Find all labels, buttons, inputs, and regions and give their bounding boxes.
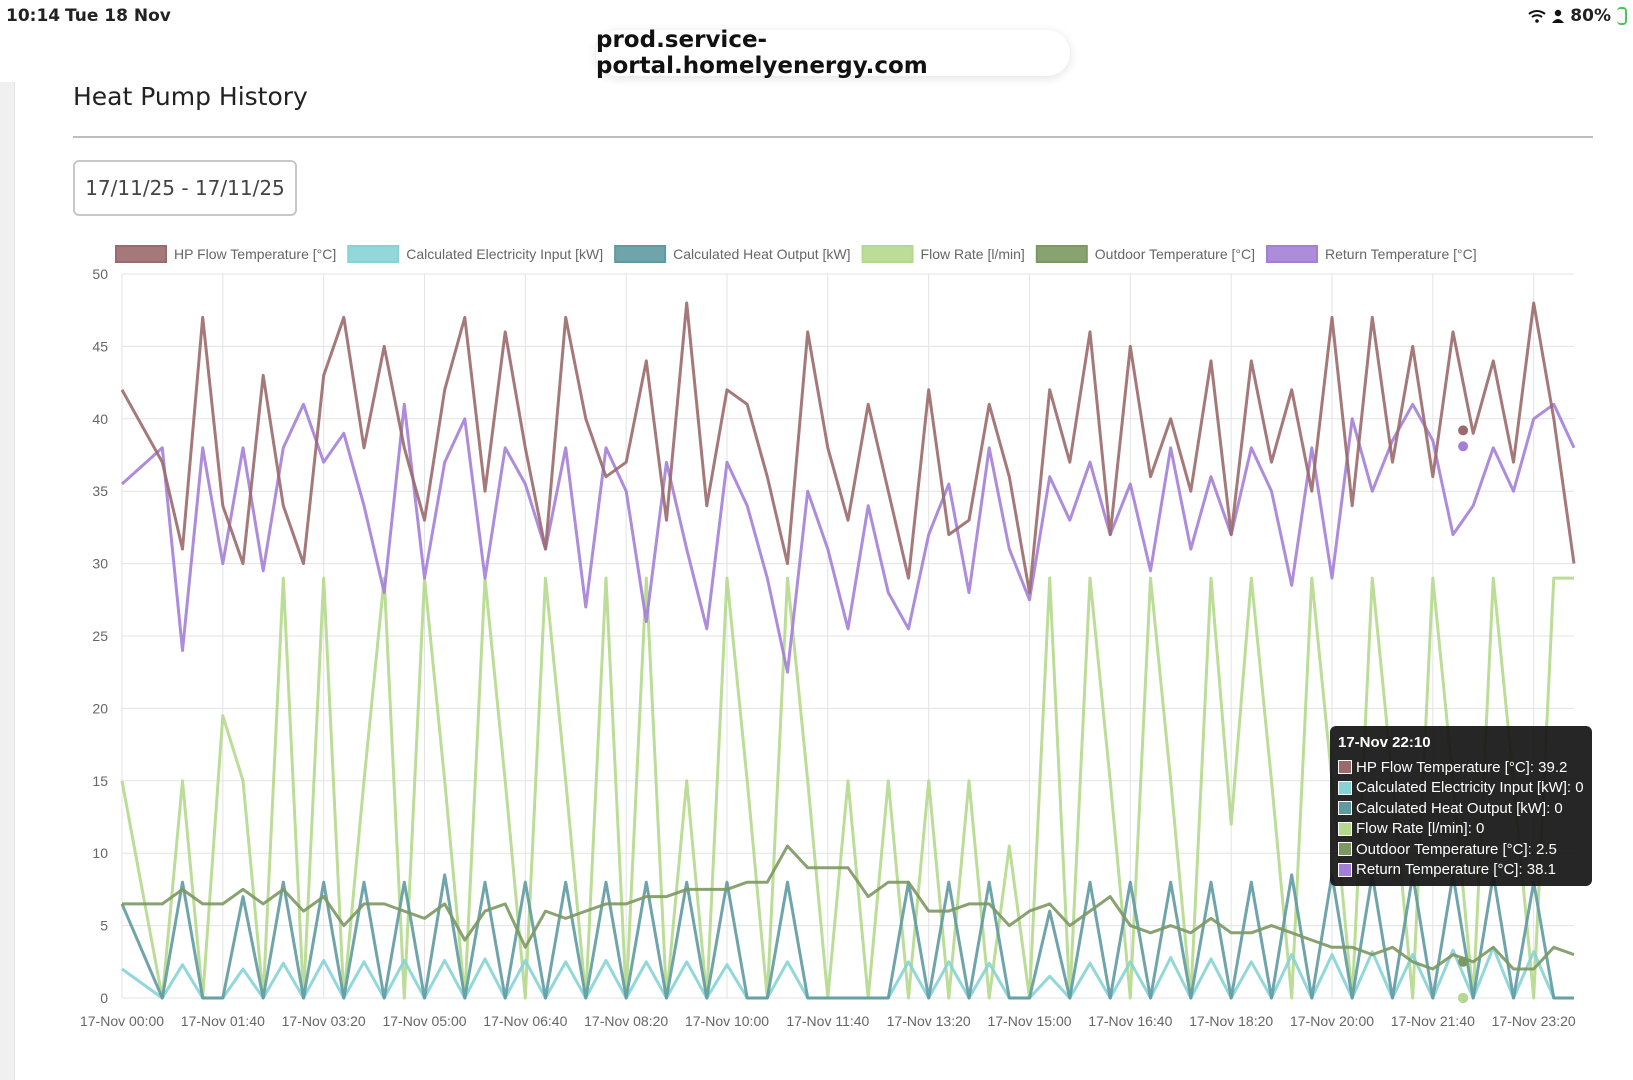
battery-icon [1617, 7, 1627, 25]
tooltip-row: Flow Rate [l/min]: 0 [1338, 819, 1584, 840]
y-tick-label: 0 [100, 990, 108, 1006]
tooltip-row: Outdoor Temperature [°C]: 2.5 [1338, 839, 1584, 860]
legend-swatch [1035, 245, 1088, 263]
hover-point [1458, 993, 1469, 1003]
status-right: 80% [1528, 6, 1627, 26]
url-text: prod.service-portal.homelyenergy.com [596, 27, 928, 79]
page-title: Heat Pump History [73, 82, 308, 111]
series-line [122, 844, 1575, 971]
tooltip-text: Calculated Heat Output [kW]: 0 [1356, 799, 1563, 817]
chart-tooltip: 17-Nov 22:10 HP Flow Temperature [°C]: 3… [1330, 726, 1592, 886]
hover-point [1458, 441, 1469, 452]
y-tick-label: 40 [92, 411, 108, 427]
x-tick-label: 17-Nov 21:40 [1391, 1013, 1475, 1029]
tooltip-row: Calculated Heat Output [kW]: 0 [1338, 798, 1584, 819]
x-tick-label: 17-Nov 10:00 [685, 1013, 769, 1029]
tooltip-text: HP Flow Temperature [°C]: 39.2 [1356, 758, 1568, 776]
y-tick-label: 45 [92, 338, 108, 354]
y-tick-label: 25 [92, 628, 108, 644]
sidebar-edge [0, 82, 15, 1080]
tooltip-text: Return Temperature [°C]: 38.1 [1356, 861, 1556, 879]
tooltip-swatch [1338, 801, 1352, 816]
title-divider [73, 136, 1593, 138]
battery-percent: 80% [1570, 6, 1611, 26]
y-tick-label: 35 [92, 483, 108, 499]
person-icon [1552, 9, 1565, 23]
series-line [120, 873, 1574, 1000]
y-tick-label: 20 [92, 700, 108, 716]
x-tick-label: 17-Nov 18:20 [1189, 1013, 1273, 1029]
tooltip-row: Return Temperature [°C]: 38.1 [1338, 860, 1584, 881]
y-tick-label: 10 [92, 845, 108, 861]
legend-label: Outdoor Temperature [°C] [1095, 246, 1255, 262]
legend-swatch [115, 245, 167, 263]
x-tick-label: 17-Nov 11:40 [786, 1013, 869, 1029]
tooltip-text: Calculated Electricity Input [kW]: 0 [1356, 779, 1584, 797]
tooltip-row: HP Flow Temperature [°C]: 39.2 [1338, 757, 1584, 778]
status-time: 10:14 [6, 6, 61, 26]
date-range-label: 17/11/25 - 17/11/25 [85, 176, 285, 200]
wifi-icon [1528, 10, 1546, 23]
date-range-picker[interactable]: 17/11/25 - 17/11/25 [73, 160, 297, 216]
x-tick-label: 17-Nov 23:20 [1492, 1013, 1576, 1029]
hover-point [1458, 956, 1469, 967]
tooltip-swatch [1338, 780, 1352, 795]
tooltip-text: Outdoor Temperature [°C]: 2.5 [1356, 840, 1557, 858]
series-line [120, 402, 1576, 674]
series-line [120, 301, 1576, 595]
legend-label: Flow Rate [l/min] [921, 246, 1025, 262]
x-tick-label: 17-Nov 00:00 [80, 1013, 164, 1029]
legend-label: HP Flow Temperature [°C] [174, 246, 336, 262]
y-tick-label: 5 [100, 918, 108, 934]
x-tick-label: 17-Nov 13:20 [887, 1013, 971, 1029]
tooltip-swatch [1338, 821, 1352, 836]
x-tick-label: 17-Nov 16:40 [1088, 1013, 1172, 1029]
tooltip-text: Flow Rate [l/min]: 0 [1356, 820, 1485, 838]
x-tick-label: 17-Nov 06:40 [483, 1013, 567, 1029]
x-tick-label: 17-Nov 15:00 [987, 1013, 1071, 1029]
tooltip-row: Calculated Electricity Input [kW]: 0 [1338, 778, 1584, 799]
hover-point [1458, 425, 1469, 436]
legend-label: Return Temperature [°C] [1325, 246, 1477, 262]
x-tick-label: 17-Nov 20:00 [1290, 1013, 1374, 1029]
tooltip-swatch [1338, 842, 1352, 857]
status-date: Tue 18 Nov [65, 6, 171, 26]
tooltip-swatch [1338, 862, 1352, 877]
status-bar: 10:14 Tue 18 Nov 80% [0, 0, 1633, 34]
tooltip-title: 17-Nov 22:10 [1338, 734, 1431, 751]
x-tick-label: 17-Nov 05:00 [382, 1013, 466, 1029]
legend-swatch [1266, 245, 1318, 263]
x-tick-label: 17-Nov 01:40 [181, 1013, 265, 1029]
x-tick-label: 17-Nov 03:20 [282, 1013, 366, 1029]
y-tick-label: 50 [92, 266, 108, 282]
legend-label: Calculated Heat Output [kW] [673, 246, 850, 262]
x-tick-label: 17-Nov 08:20 [584, 1013, 668, 1029]
y-tick-label: 30 [92, 556, 108, 572]
tooltip-swatch [1338, 760, 1352, 775]
legend-label: Calculated Electricity Input [kW] [406, 246, 603, 262]
url-bar[interactable]: prod.service-portal.homelyenergy.com [596, 27, 1070, 79]
legend-swatch [614, 245, 667, 263]
legend-swatch [347, 245, 400, 263]
legend-swatch [861, 245, 914, 263]
y-tick-label: 15 [92, 773, 108, 789]
